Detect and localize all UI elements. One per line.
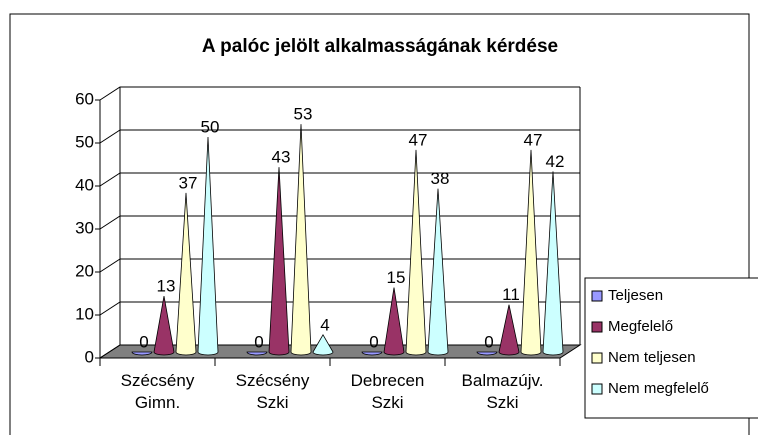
- value-label: 4: [320, 315, 329, 334]
- legend-label: Nem teljesen: [608, 349, 696, 366]
- cone: [131, 351, 153, 356]
- grid-line: [99, 301, 580, 316]
- y-tick-label: 40: [75, 175, 94, 194]
- value-label: 15: [387, 268, 406, 287]
- value-label: 42: [546, 152, 565, 171]
- cone: [153, 296, 175, 356]
- cone: [383, 287, 405, 356]
- y-tick-label: 20: [75, 261, 94, 280]
- legend-swatch: [591, 290, 603, 302]
- grid-line: [99, 344, 580, 359]
- legend-label: Megfelelő: [608, 318, 673, 335]
- x-tick-label: Szécsény Szki: [236, 371, 310, 412]
- grid-line: [99, 129, 580, 144]
- value-label: 37: [179, 173, 198, 192]
- grid-line: [99, 258, 580, 273]
- x-tick-label: Debrecen Szki: [351, 371, 425, 412]
- cone: [175, 192, 197, 356]
- x-tick-label-line: Balmazújv.: [462, 371, 544, 390]
- y-tick-label: 50: [75, 132, 94, 151]
- y-tick-label: 30: [75, 218, 94, 237]
- value-label: 47: [409, 130, 428, 149]
- cone: [498, 304, 520, 356]
- legend-swatch: [591, 383, 603, 395]
- y-tick-label: 0: [85, 347, 94, 366]
- x-tick-label-line: Szécsény: [121, 371, 195, 390]
- cone: [268, 167, 290, 356]
- cone: [405, 149, 427, 356]
- legend-swatch: [591, 321, 603, 333]
- y-tick-label: 10: [75, 304, 94, 323]
- value-label: 38: [431, 169, 450, 188]
- value-label: 0: [369, 332, 378, 351]
- cone: [542, 171, 564, 356]
- cone: [312, 334, 334, 356]
- chart-title: A palóc jelölt alkalmasságának kérdése: [202, 36, 558, 57]
- legend-label: Nem megfelelő: [608, 380, 709, 397]
- legend-swatch: [591, 352, 603, 364]
- value-label: 53: [294, 105, 313, 124]
- x-tick-label-line: Szécsény: [236, 371, 310, 390]
- value-label: 11: [502, 285, 520, 304]
- value-label: 47: [524, 130, 543, 149]
- value-label: 50: [201, 117, 220, 136]
- grid-line: [99, 215, 580, 230]
- legend-box: [584, 277, 758, 419]
- cone: [476, 351, 498, 356]
- value-label: 13: [157, 277, 176, 296]
- x-tick-label-line: Szki: [486, 393, 518, 412]
- cone: [361, 351, 383, 356]
- cone: [520, 149, 542, 356]
- value-label: 0: [484, 332, 493, 351]
- x-tick-label-line: Szki: [371, 393, 403, 412]
- cone: [427, 188, 449, 356]
- x-tick-label-line: Szki: [256, 393, 288, 412]
- grid-line: [99, 172, 580, 187]
- value-label: 0: [254, 332, 263, 351]
- cone: [290, 124, 312, 356]
- value-label: 43: [272, 148, 291, 167]
- cone: [197, 136, 219, 356]
- cone: [246, 351, 268, 356]
- x-tick-label-line: Gimn.: [135, 393, 180, 412]
- y-tick-label: 60: [75, 89, 94, 108]
- value-label: 0: [139, 332, 148, 351]
- grid-line: [99, 86, 580, 101]
- x-tick-label-line: Debrecen: [351, 371, 425, 390]
- x-tick-label: Szécsény Gimn.: [121, 371, 195, 412]
- x-tick-label: Balmazújv. Szki: [462, 371, 544, 412]
- legend-label: Teljesen: [608, 287, 663, 304]
